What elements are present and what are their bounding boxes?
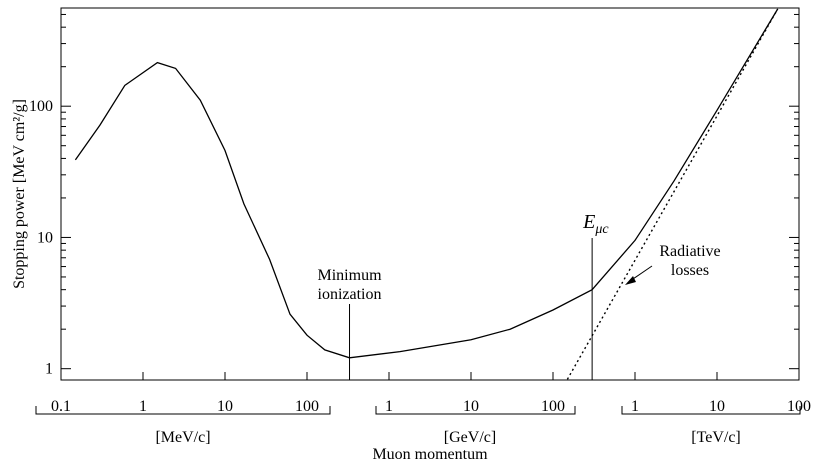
x-tick-label: 1 — [631, 398, 639, 415]
y-tick-label: 10 — [37, 229, 53, 246]
x-group-label: [GeV/c] — [444, 429, 496, 446]
curve — [74, 8, 779, 359]
x-tick-label: 10 — [709, 398, 725, 415]
plot-area — [74, 8, 779, 380]
x-tick-label: 100 — [787, 398, 811, 415]
dotted-line — [566, 8, 779, 380]
x-group-bracket — [621, 406, 801, 415]
x-axis-label: Muon momentum — [372, 446, 488, 463]
x-tick-label: 10 — [217, 398, 233, 415]
y-tick-label: 1 — [45, 361, 53, 378]
y-axis-label: Stopping power [MeV cm²/g] — [11, 99, 28, 289]
annotation-text: ionization — [318, 286, 382, 303]
annotation-text: Eμc — [582, 211, 609, 237]
x-tick-label: 100 — [541, 398, 565, 415]
x-tick-label: 100 — [295, 398, 319, 415]
x-group-label: [MeV/c] — [155, 429, 210, 446]
annotation-text: Minimum — [318, 267, 383, 284]
x-group-bracket — [375, 406, 576, 415]
annotation-arrowhead — [625, 276, 636, 285]
annotation-text: losses — [671, 262, 709, 279]
annotation-symbol: E — [582, 211, 595, 233]
annotation-subscript: μc — [594, 222, 609, 237]
x-group-label: [TeV/c] — [691, 429, 741, 446]
x-tick-label: 1 — [139, 398, 147, 415]
x-group-bracket — [35, 406, 331, 415]
x-tick-label: 0.1 — [51, 398, 71, 415]
x-tick-label: 10 — [463, 398, 479, 415]
y-tick-label: 100 — [29, 98, 53, 115]
annotation-text: Radiative — [659, 243, 720, 260]
plot-frame — [60, 7, 800, 381]
x-tick-label: 1 — [385, 398, 393, 415]
